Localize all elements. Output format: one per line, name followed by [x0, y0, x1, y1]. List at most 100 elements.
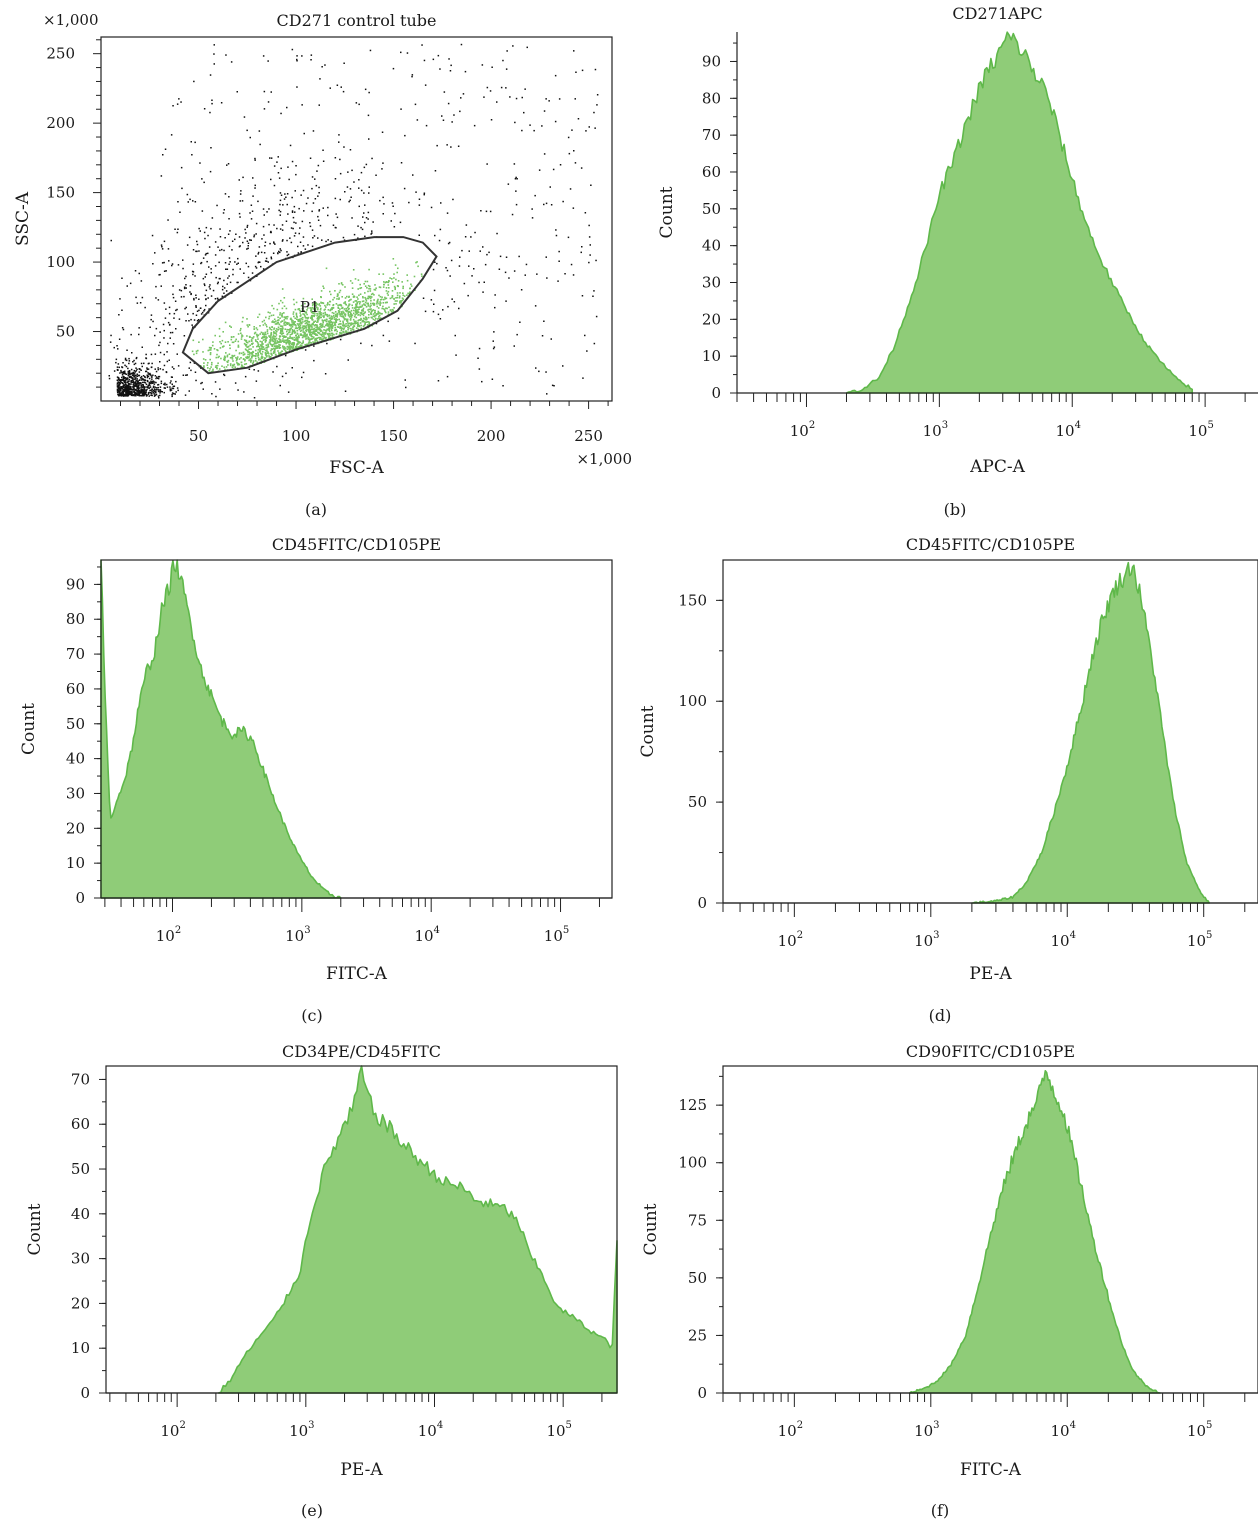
- gated-point: [274, 353, 277, 356]
- ungated-point: [230, 61, 233, 63]
- gated-point: [310, 325, 313, 328]
- gated-point: [358, 306, 361, 309]
- ungated-point: [434, 234, 436, 237]
- ungated-point: [243, 116, 246, 118]
- gated-point: [386, 292, 389, 295]
- ungated-point: [334, 157, 337, 159]
- gated-point: [310, 328, 312, 331]
- ungated-point: [225, 54, 227, 56]
- gated-point: [251, 337, 253, 339]
- ungated-point: [279, 228, 282, 230]
- gated-point: [244, 359, 246, 362]
- gated-point: [279, 327, 282, 330]
- ungated-point: [186, 244, 189, 246]
- gated-point: [302, 313, 304, 315]
- ungated-point: [130, 380, 132, 382]
- gated-point: [248, 351, 250, 353]
- gated-point: [342, 325, 345, 327]
- gated-point: [265, 333, 267, 336]
- gated-point: [316, 324, 318, 327]
- ungated-point: [136, 368, 138, 371]
- gated-point: [291, 343, 294, 346]
- gated-point: [229, 347, 231, 350]
- gated-point: [318, 332, 320, 334]
- ungated-point: [252, 177, 254, 179]
- gated-point: [334, 323, 336, 325]
- ungated-point: [291, 48, 294, 51]
- ungated-point: [116, 379, 119, 381]
- ungated-point: [152, 320, 154, 323]
- ungated-point: [280, 194, 283, 196]
- x-axis-label: FSC-A: [329, 458, 384, 478]
- y-tick-label: 60: [702, 163, 721, 181]
- ungated-point: [171, 393, 173, 396]
- ungated-point: [223, 209, 225, 211]
- gated-point: [307, 326, 310, 329]
- ungated-point: [273, 241, 275, 243]
- ungated-point: [146, 379, 148, 382]
- ungated-point: [581, 69, 584, 72]
- gated-point: [330, 328, 333, 330]
- gated-point: [261, 355, 263, 357]
- ungated-point: [140, 385, 143, 387]
- gated-point: [369, 308, 372, 311]
- ungated-point: [285, 196, 287, 198]
- ungated-point: [184, 277, 186, 280]
- gated-point: [322, 325, 324, 328]
- ungated-point: [307, 244, 309, 246]
- ungated-point: [336, 84, 339, 86]
- ungated-point: [234, 238, 236, 241]
- ungated-point: [113, 370, 116, 372]
- gated-point: [220, 357, 222, 360]
- gated-point: [266, 329, 269, 331]
- ungated-point: [139, 368, 141, 371]
- ungated-point: [562, 200, 564, 203]
- gated-point: [264, 322, 266, 325]
- gated-point: [345, 318, 348, 321]
- ungated-point: [463, 282, 466, 285]
- gated-point: [355, 316, 358, 319]
- gated-point: [247, 349, 249, 352]
- gated-point: [343, 327, 345, 329]
- gated-point: [362, 310, 364, 312]
- gated-point: [213, 348, 216, 350]
- gated-point: [268, 326, 271, 329]
- gated-point: [245, 339, 248, 342]
- gated-point: [363, 304, 366, 306]
- gated-point: [300, 329, 303, 332]
- gated-point: [218, 327, 221, 330]
- ungated-point: [166, 383, 168, 386]
- ungated-point: [135, 374, 137, 377]
- gated-point: [380, 313, 382, 315]
- ungated-point: [245, 232, 247, 234]
- gated-point: [296, 332, 299, 335]
- gated-point: [347, 314, 350, 316]
- ungated-point: [388, 340, 391, 342]
- ungated-point: [273, 242, 275, 244]
- ungated-point: [200, 382, 202, 385]
- ungated-point: [541, 335, 544, 337]
- gated-point: [377, 298, 379, 301]
- gated-point: [294, 347, 297, 350]
- ungated-point: [141, 386, 144, 388]
- gated-point: [340, 304, 342, 306]
- gated-point: [285, 316, 288, 318]
- ungated-point: [397, 317, 400, 320]
- ungated-point: [177, 201, 179, 203]
- ungated-point: [284, 354, 287, 357]
- gated-point: [218, 355, 220, 358]
- gated-point: [368, 322, 370, 325]
- ungated-point: [123, 381, 126, 384]
- gated-point: [250, 361, 252, 363]
- ungated-point: [125, 393, 127, 395]
- panel-label: (f): [931, 1501, 949, 1520]
- ungated-point: [564, 273, 566, 275]
- gated-point: [302, 341, 304, 344]
- gated-point: [235, 349, 237, 352]
- ungated-point: [136, 391, 138, 393]
- ungated-point: [513, 345, 515, 347]
- gated-point: [319, 309, 322, 311]
- ungated-point: [142, 384, 144, 386]
- ungated-point: [116, 388, 119, 391]
- ungated-point: [492, 347, 495, 350]
